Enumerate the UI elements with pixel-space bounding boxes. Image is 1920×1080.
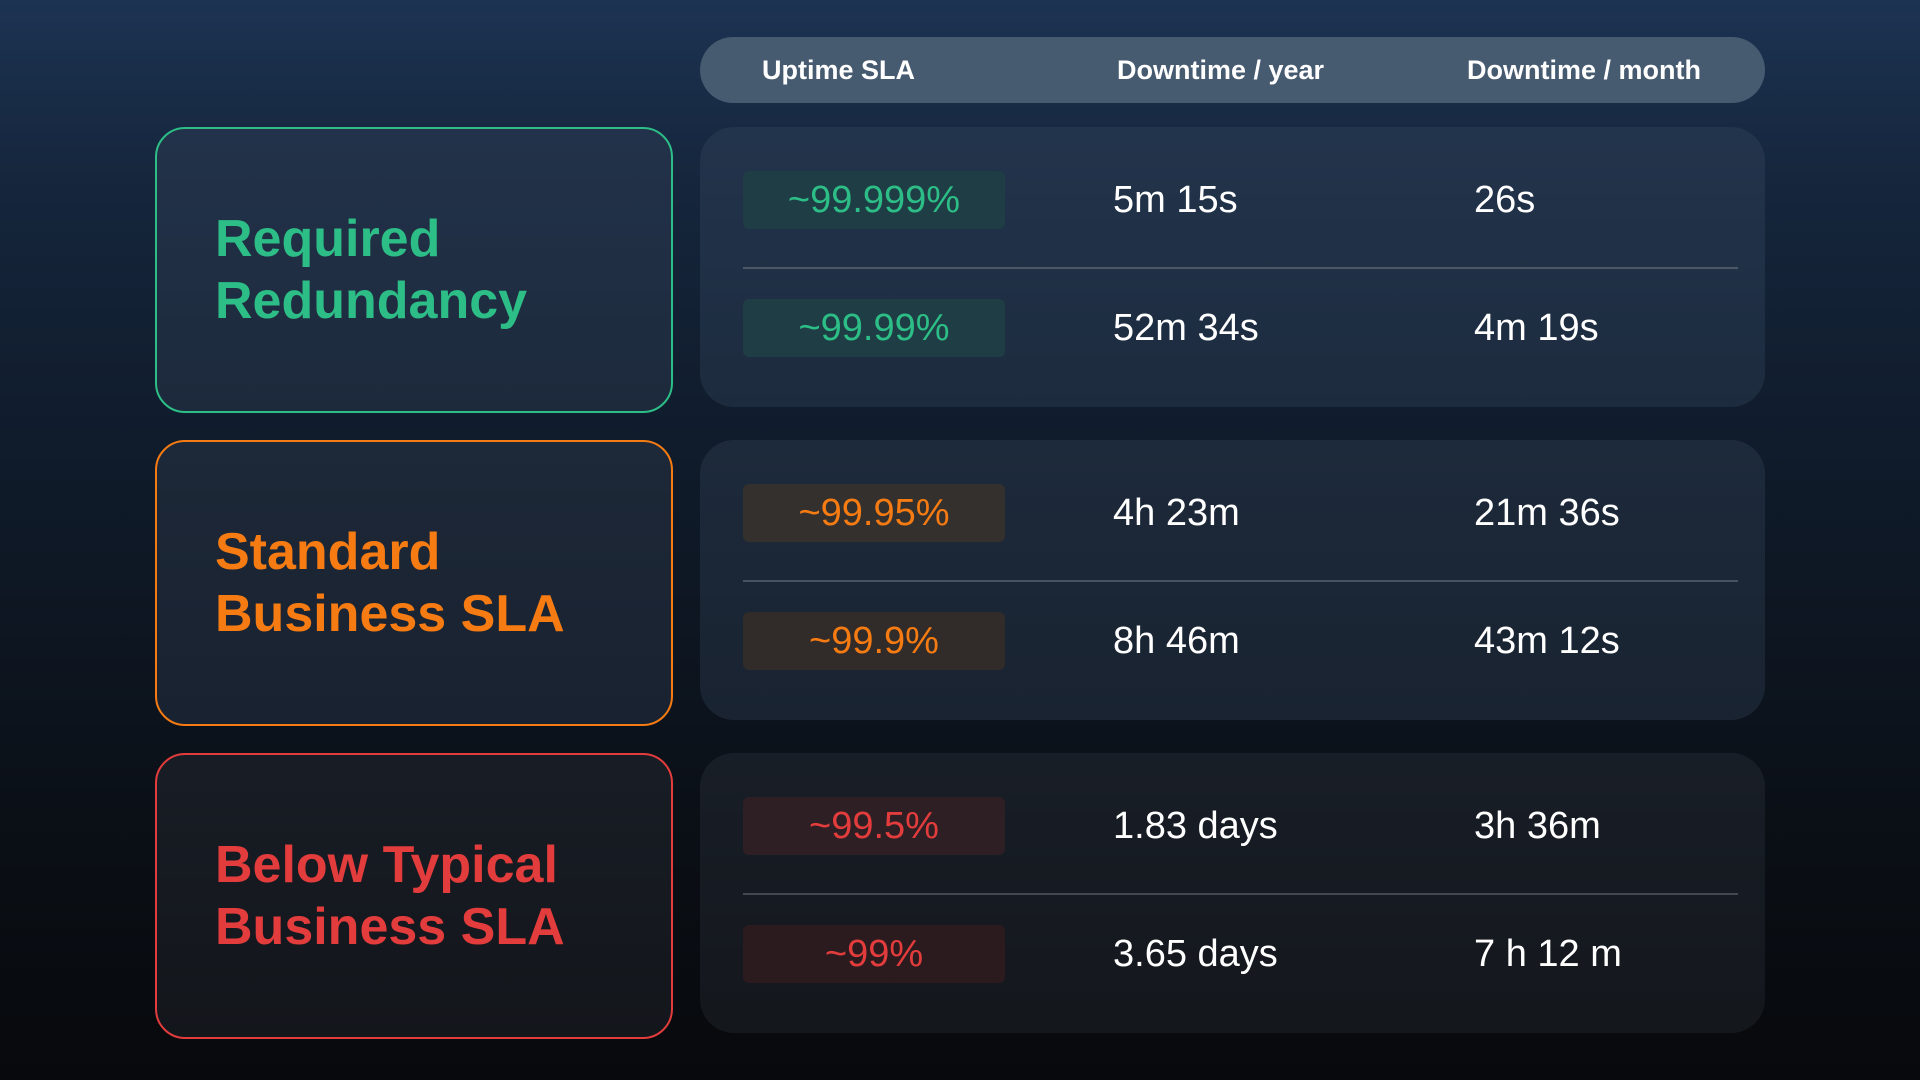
sla-badge: ~99.5% <box>743 797 1005 855</box>
table-row: ~99.99% 52m 34s 4m 19s <box>700 261 1765 395</box>
category-card-required-redundancy: Required Redundancy <box>155 127 673 413</box>
data-panel-below-typical-business-sla: ~99.5% 1.83 days 3h 36m ~99% 3.65 days 7… <box>700 753 1765 1033</box>
downtime-year-value: 3.65 days <box>1113 933 1278 975</box>
category-title: Standard Business SLA <box>215 521 565 645</box>
category-title: Required Redundancy <box>215 208 527 332</box>
table-header: Uptime SLA Downtime / year Downtime / mo… <box>700 37 1765 103</box>
data-panel-standard-business-sla: ~99.95% 4h 23m 21m 36s ~99.9% 8h 46m 43m… <box>700 440 1765 720</box>
table-row: ~99% 3.65 days 7 h 12 m <box>700 887 1765 1021</box>
sla-badge: ~99% <box>743 925 1005 983</box>
table-row: ~99.9% 8h 46m 43m 12s <box>700 574 1765 708</box>
header-uptime-sla: Uptime SLA <box>762 55 916 85</box>
table-row: ~99.95% 4h 23m 21m 36s <box>700 440 1765 574</box>
category-card-below-typical-business-sla: Below Typical Business SLA <box>155 753 673 1039</box>
downtime-month-value: 43m 12s <box>1474 620 1620 662</box>
downtime-year-value: 1.83 days <box>1113 805 1278 847</box>
category-title-line1: Below Typical <box>215 836 558 894</box>
category-card-standard-business-sla: Standard Business SLA <box>155 440 673 726</box>
sla-badge: ~99.95% <box>743 484 1005 542</box>
row-divider <box>743 580 1738 582</box>
row-divider <box>743 893 1738 895</box>
sla-badge: ~99.99% <box>743 299 1005 357</box>
downtime-month-value: 7 h 12 m <box>1474 933 1622 975</box>
downtime-month-value: 21m 36s <box>1474 492 1620 534</box>
downtime-year-value: 8h 46m <box>1113 620 1240 662</box>
table-row: ~99.5% 1.83 days 3h 36m <box>700 753 1765 887</box>
header-downtime-month: Downtime / month <box>1467 55 1701 85</box>
downtime-month-value: 3h 36m <box>1474 805 1601 847</box>
downtime-month-value: 4m 19s <box>1474 307 1599 349</box>
downtime-year-value: 52m 34s <box>1113 307 1259 349</box>
table-row: ~99.999% 5m 15s 26s <box>700 127 1765 261</box>
sla-badge: ~99.999% <box>743 171 1005 229</box>
sla-badge: ~99.9% <box>743 612 1005 670</box>
downtime-year-value: 4h 23m <box>1113 492 1240 534</box>
row-divider <box>743 267 1738 269</box>
header-downtime-year: Downtime / year <box>1117 55 1325 85</box>
category-title-line1: Standard <box>215 523 441 581</box>
category-title: Below Typical Business SLA <box>215 834 565 958</box>
category-title-line2: Business SLA <box>215 898 565 956</box>
category-title-line1: Required <box>215 210 441 268</box>
downtime-year-value: 5m 15s <box>1113 179 1238 221</box>
downtime-month-value: 26s <box>1474 179 1536 221</box>
category-title-line2: Redundancy <box>215 272 528 330</box>
data-panel-required-redundancy: ~99.999% 5m 15s 26s ~99.99% 52m 34s 4m 1… <box>700 127 1765 407</box>
category-title-line2: Business SLA <box>215 585 565 643</box>
